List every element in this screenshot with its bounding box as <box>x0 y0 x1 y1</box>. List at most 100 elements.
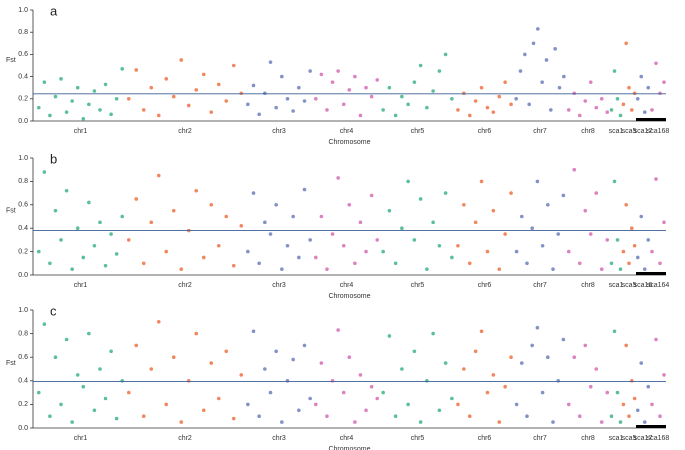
snp-point <box>224 349 229 354</box>
snp-point <box>462 91 466 96</box>
snp-point <box>109 232 113 236</box>
snp-point <box>231 263 236 268</box>
snp-point <box>246 102 250 107</box>
snp-point <box>42 80 47 84</box>
snp-point <box>450 255 454 260</box>
snp-point <box>231 63 236 68</box>
snp-point <box>120 214 125 219</box>
snp-point <box>179 420 184 424</box>
snp-point <box>134 343 139 348</box>
snp-point <box>525 414 529 419</box>
y-tick-label: 0.2 <box>18 401 28 408</box>
snp-point <box>609 414 614 419</box>
snp-point <box>70 420 74 424</box>
chromosome-label: sca168 <box>647 435 670 442</box>
snp-point <box>632 396 637 401</box>
snp-point <box>246 249 250 254</box>
snp-point <box>431 331 435 336</box>
snp-point <box>485 390 490 395</box>
snp-point <box>231 416 236 421</box>
snp-point <box>126 390 131 395</box>
snp-point <box>632 243 637 248</box>
snp-point <box>588 384 593 389</box>
snp-point <box>126 238 131 242</box>
chromosome-label: chr6 <box>478 128 492 135</box>
snp-point <box>609 261 614 266</box>
snp-point <box>612 69 617 73</box>
snp-point <box>473 99 478 103</box>
snp-point <box>325 414 329 419</box>
snp-point <box>635 255 640 260</box>
snp-point <box>646 85 651 90</box>
snp-point <box>618 113 623 118</box>
snp-point <box>639 361 644 365</box>
chromosome-label: chr4 <box>340 282 354 289</box>
snp-point <box>313 255 318 260</box>
snp-point <box>59 77 63 81</box>
snp-point <box>381 390 385 395</box>
snp-point <box>336 176 340 180</box>
snp-point <box>274 203 278 207</box>
snp-point <box>639 74 644 79</box>
snp-point <box>514 249 519 254</box>
snp-point <box>443 361 448 365</box>
snp-point <box>156 320 161 324</box>
snp-point <box>81 384 86 389</box>
panel-label: b <box>50 151 57 166</box>
snp-point <box>393 261 398 266</box>
snp-point <box>216 243 221 248</box>
snp-point <box>319 214 324 219</box>
snp-point <box>514 402 519 407</box>
snp-point <box>81 116 86 121</box>
snp-point <box>485 105 490 110</box>
snp-point <box>194 88 199 92</box>
snp-point <box>369 94 374 99</box>
snp-point <box>387 85 392 90</box>
snp-point <box>109 349 113 354</box>
snp-point <box>171 208 176 213</box>
snp-point <box>302 343 307 348</box>
snp-point <box>201 408 206 413</box>
snp-point <box>418 63 423 68</box>
snp-point <box>53 208 58 213</box>
chromosome-label: chr8 <box>581 435 595 442</box>
snp-point <box>566 402 571 407</box>
snp-point <box>658 261 662 266</box>
snp-point <box>520 361 524 365</box>
snp-point <box>393 414 398 419</box>
snp-point <box>216 396 221 401</box>
snp-point <box>473 349 478 354</box>
snp-point <box>251 329 256 334</box>
snp-point <box>308 238 312 242</box>
snp-point <box>75 226 80 230</box>
snp-point <box>450 396 454 401</box>
snp-point <box>654 177 658 181</box>
snp-point <box>497 420 502 424</box>
snp-point <box>650 249 654 254</box>
snp-point <box>156 173 161 178</box>
snp-point <box>536 27 540 31</box>
snp-point <box>341 102 346 107</box>
snp-point <box>599 97 604 101</box>
snp-point <box>425 105 429 110</box>
snp-point <box>285 379 290 383</box>
snp-point <box>186 379 191 383</box>
chromosome-label: sca5 <box>622 282 637 289</box>
chromosome-label: chr4 <box>340 435 354 442</box>
snp-point <box>134 68 139 72</box>
snp-point <box>412 80 417 84</box>
snp-point <box>588 80 593 84</box>
snp-point <box>630 226 634 230</box>
snp-point <box>156 113 161 118</box>
chromosome-label: chr4 <box>340 128 354 135</box>
snp-point <box>375 396 380 401</box>
snp-point <box>635 97 640 101</box>
snp-point <box>572 355 577 360</box>
snp-point <box>387 208 392 213</box>
snp-point <box>406 102 410 107</box>
y-tick-label: 0.6 <box>18 202 28 209</box>
chromosome-label: chr6 <box>478 435 492 442</box>
snp-point <box>615 97 620 101</box>
snp-point <box>642 267 647 271</box>
snp-point <box>594 367 599 371</box>
